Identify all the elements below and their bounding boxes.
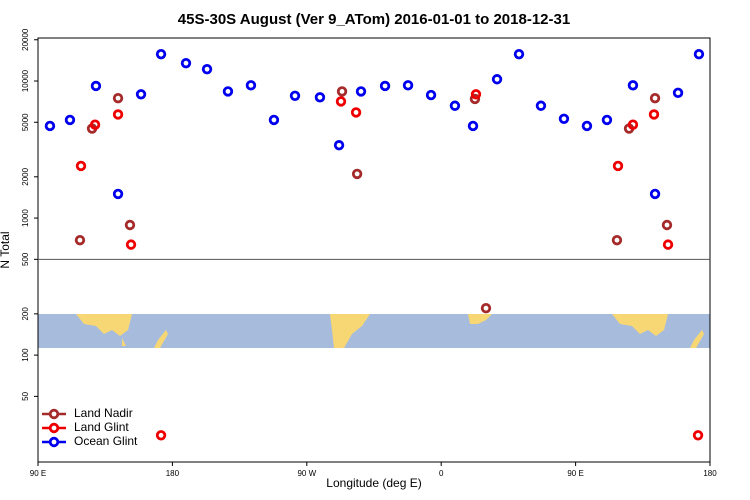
point [124,219,136,231]
map-land [76,314,704,348]
point [470,89,482,100]
x-tick-label: 90 E [30,469,46,478]
point [289,90,301,102]
point [180,57,192,69]
point [125,239,137,250]
point [74,234,86,246]
point [661,219,673,231]
chart-title: 45S-30S August (Ver 9_ATom) 2016-01-01 t… [178,11,570,28]
point [112,92,124,104]
point [648,109,660,120]
point [601,114,613,126]
y-tick-label: 20000 [21,28,30,51]
map-ocean [38,314,710,348]
y-tick-label: 50 [21,391,30,400]
y-tick-label: 100 [21,348,30,362]
point [335,96,347,107]
point [581,120,593,132]
point [155,48,167,60]
point [64,114,76,126]
point [513,48,525,60]
point [201,63,213,75]
point [155,430,167,441]
y-axis-label: N Total [0,231,12,268]
point [692,430,704,441]
point [351,168,363,180]
point [268,114,280,126]
y-tick-label: 5000 [21,113,30,131]
x-tick-label: 180 [166,469,180,478]
y-tick-label: 200 [21,307,30,321]
x-tick-label: 90 E [567,469,583,478]
point [333,140,345,151]
legend-marker [48,422,60,434]
point [558,113,570,125]
point [336,86,348,97]
point [355,86,367,97]
point [662,239,674,250]
point [112,188,124,200]
x-tick-label: 180 [703,469,717,478]
point [245,80,257,91]
point [89,119,101,130]
point [449,100,461,111]
y-tick-label: 1000 [21,209,30,227]
point [649,188,661,200]
point [611,234,623,246]
y-tick-label: 2000 [21,167,30,185]
point [135,89,147,100]
point [350,107,362,118]
x-tick-label: 0 [439,469,444,478]
legend-label: Land Glint [74,420,129,434]
legend-label: Ocean Glint [74,434,138,448]
point [672,87,684,99]
point [90,80,102,92]
point [627,80,639,91]
point [649,92,661,104]
point [425,89,437,101]
x-tick-label: 90 W [297,469,316,478]
point [467,120,479,132]
legend-marker [48,408,60,420]
point [535,100,547,111]
point [469,93,481,105]
point [314,92,326,103]
point [75,160,87,172]
point [379,80,391,92]
point [693,48,705,60]
point [222,86,234,97]
x-axis-label: Longitude (deg E) [326,476,421,490]
point [480,302,492,314]
point [491,74,503,85]
point [44,120,56,132]
point [402,80,414,91]
point [627,119,639,130]
legend-label: Land Nadir [74,406,133,420]
y-tick-label: 10000 [21,69,30,92]
point [612,160,624,172]
plot-frame [37,37,711,463]
y-tick-label: 500 [21,252,30,266]
point [112,109,124,120]
legend-marker [48,436,60,448]
